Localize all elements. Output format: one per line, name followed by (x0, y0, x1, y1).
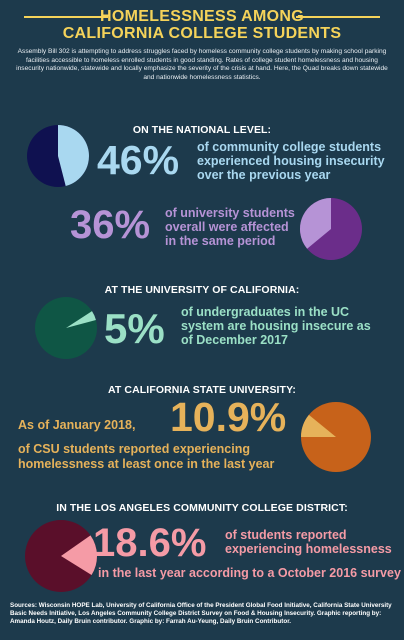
csu-description: of CSU students reported experiencing ho… (18, 442, 274, 472)
csu-pie-slice (301, 414, 336, 437)
csu-prefix: As of January 2018, (18, 418, 136, 432)
csu-desc-line2: homelessness at least once in the last y… (18, 457, 275, 471)
national-cc-description: of community college students experience… (197, 140, 385, 182)
national-cc-pie (27, 125, 89, 187)
csu-pie (301, 402, 371, 472)
lacc-desc-line3: in the last year according to a October … (98, 566, 401, 580)
csu-desc-line1: of CSU students reported experiencing (18, 442, 250, 456)
lacc-pie-slice (61, 535, 97, 576)
national-univ-desc-line3: in the same period (165, 234, 276, 248)
national-univ-pie (300, 198, 362, 260)
csu-percent: 10.9% (170, 394, 287, 440)
national-univ-percent: 36% (70, 203, 151, 247)
uc-desc-line3: of December 2017 (181, 333, 289, 347)
uc-desc-line2: system are housing insecure as (181, 319, 371, 333)
lacc-percent: 18.6% (93, 521, 207, 565)
national-cc-percent: 46% (97, 137, 180, 183)
national-cc-desc-line1: of community college students (197, 140, 382, 154)
lacc-pie (25, 520, 97, 592)
uc-pie-slice (66, 311, 96, 328)
lacc-desc-line2: experiencing homelessness (225, 542, 392, 556)
national-cc-desc-line2: experienced housing insecurity (197, 154, 385, 168)
national-univ-desc-line1: of university students (165, 206, 295, 220)
lacc-desc-line1: of students reported (225, 528, 347, 542)
uc-description: of undergraduates in the UC system are h… (181, 305, 371, 347)
page-title-line1: HOMELESSNESS AMONG (100, 8, 304, 25)
title-rule-right (296, 16, 380, 18)
national-univ-description: of university students overall were affe… (165, 206, 295, 248)
uc-heading: AT THE UNIVERSITY OF CALIFORNIA: (104, 284, 300, 296)
lacc-description: of students reported experiencing homele… (225, 528, 392, 556)
lacc-heading: IN THE LOS ANGELES COMMUNITY COLLEGE DIS… (56, 502, 348, 514)
national-cc-desc-line3: over the previous year (197, 168, 331, 182)
national-univ-desc-line2: overall were affected (165, 220, 289, 234)
title-rule-left (24, 16, 108, 18)
national-cc-pie-slice (58, 125, 89, 187)
national-univ-pie-slice (300, 198, 331, 249)
uc-percent: 5% (104, 305, 165, 352)
page-title-line2: CALIFORNIA COLLEGE STUDENTS (62, 25, 342, 42)
national-heading: ON THE NATIONAL LEVEL: (132, 124, 272, 136)
intro-paragraph: Assembly Bill 302 is attempting to addre… (16, 48, 388, 81)
csu-heading: AT CALIFORNIA STATE UNIVERSITY: (107, 384, 296, 396)
uc-pie (35, 297, 97, 359)
sources-footer: Sources: Wisconsin HOPE Lab, University … (10, 602, 392, 626)
uc-desc-line1: of undergraduates in the UC (181, 305, 350, 319)
